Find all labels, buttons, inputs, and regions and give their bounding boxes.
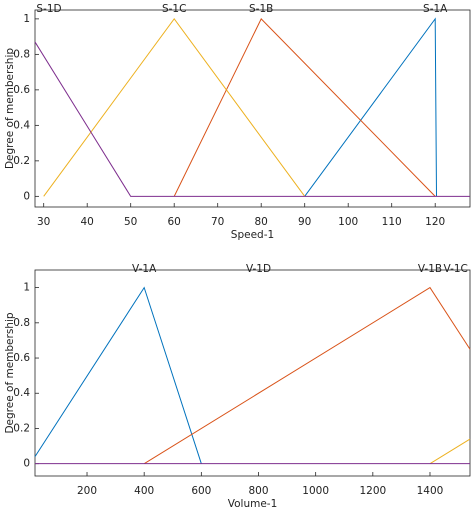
plot-frame <box>34 269 471 477</box>
x-tick-label: 600 <box>191 485 211 497</box>
y-tick-label: 1 <box>23 13 30 25</box>
y-tick-label: 0.8 <box>13 317 30 329</box>
plot-frame <box>34 9 471 208</box>
x-tick-label: 90 <box>298 216 311 228</box>
y-tick-label: 1 <box>23 282 30 294</box>
x-tick-label: 40 <box>81 216 94 228</box>
x-tick-label: 1400 <box>417 485 444 497</box>
x-tick-label: 70 <box>211 216 224 228</box>
y-tick-label: 0.8 <box>13 48 30 60</box>
y-tick-label: 0 <box>23 458 30 470</box>
y-tick-label: 0.6 <box>13 84 30 96</box>
x-tick-label: 400 <box>134 485 154 497</box>
membership-line <box>143 286 471 465</box>
y-axis-label: Degree of membership <box>4 312 16 433</box>
y-tick-label: 0 <box>23 190 30 202</box>
y-tick-label: 0.2 <box>13 155 30 167</box>
x-tick-label: 100 <box>338 216 358 228</box>
series-label: V-1A <box>132 263 157 275</box>
y-tick-label: 0.6 <box>13 352 30 364</box>
series-label: S-1C <box>162 3 186 15</box>
series-label: V-1D <box>246 263 271 275</box>
y-tick-label: 0.4 <box>13 119 30 131</box>
series-label: S-1A <box>423 3 448 15</box>
series-label: S-1D <box>36 3 61 15</box>
y-tick-label: 0.2 <box>13 422 30 434</box>
series-label: V-1B <box>418 263 442 275</box>
x-tick-label: 120 <box>425 216 445 228</box>
membership-line <box>304 17 438 197</box>
series-label: V-1C <box>444 263 468 275</box>
series-label: S-1B <box>249 3 273 15</box>
x-tick-label: 200 <box>77 485 97 497</box>
membership-line <box>34 286 202 464</box>
membership-line <box>34 41 470 197</box>
membership-line <box>173 18 436 197</box>
x-tick-label: 1000 <box>302 485 329 497</box>
membership-line <box>43 18 306 197</box>
x-axis-label: Volume-1 <box>228 498 278 509</box>
x-tick-label: 30 <box>37 216 50 228</box>
x-tick-label: 60 <box>168 216 181 228</box>
x-tick-label: 80 <box>255 216 268 228</box>
x-tick-label: 1200 <box>359 485 386 497</box>
x-tick-label: 50 <box>124 216 137 228</box>
x-tick-label: 110 <box>382 216 402 228</box>
y-axis-label: Degree of membership <box>4 48 16 169</box>
x-axis-label: Speed-1 <box>231 229 274 241</box>
x-tick-label: 800 <box>248 485 268 497</box>
y-tick-label: 0.4 <box>13 387 30 399</box>
membership-line <box>429 438 471 465</box>
